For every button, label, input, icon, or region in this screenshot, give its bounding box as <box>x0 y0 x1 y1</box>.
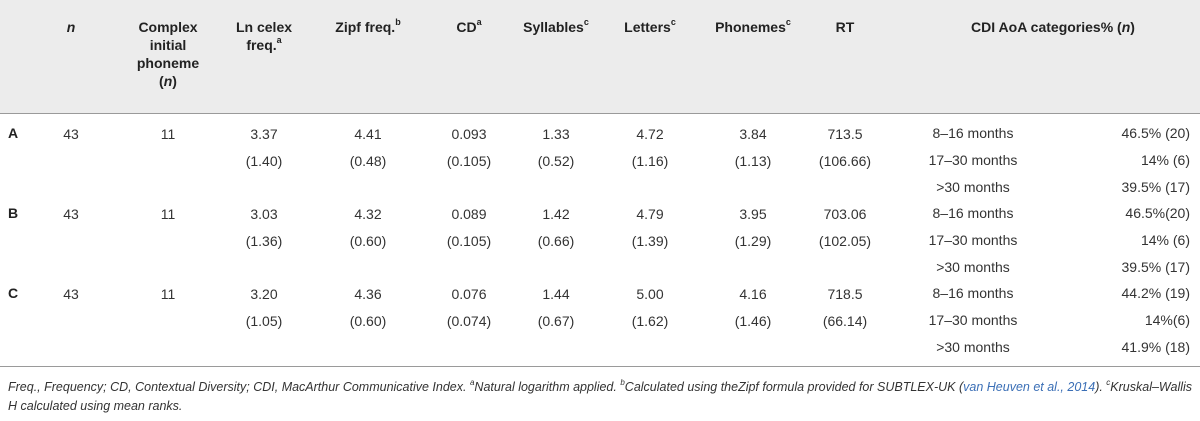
header-phonemes: Phonemesc <box>715 17 791 35</box>
cell-aoa-percent: 14% (6) <box>1140 152 1190 168</box>
cell-letters-sd: (1.39) <box>631 233 669 249</box>
table-header-band <box>0 0 1200 114</box>
table-bottom-rule <box>0 366 1200 367</box>
cell-phonemes-mean: 3.84 <box>739 126 767 142</box>
cell-phonemes-sd: (1.13) <box>734 153 772 169</box>
cell-cd-mean: 0.089 <box>451 206 487 222</box>
cell-aoa-percent: 39.5% (17) <box>1121 179 1190 195</box>
cell-aoa-category: 8–16 months <box>932 125 1014 141</box>
cell-syllables-sd: (0.66) <box>537 233 575 249</box>
cell-letters-mean: 4.79 <box>636 206 664 222</box>
header-zipf-freq: Zipf freq.b <box>335 17 401 35</box>
cell-lncelex-mean: 3.37 <box>250 126 278 142</box>
header-rt: RT <box>835 19 855 35</box>
cell-cd-mean: 0.093 <box>451 126 487 142</box>
header-letters: Lettersc <box>624 17 676 35</box>
header-divider <box>0 113 1200 114</box>
cell-complex: 11 <box>160 126 176 142</box>
cell-syllables-mean: 1.42 <box>542 206 570 222</box>
citation-link[interactable]: van Heuven et al., 2014 <box>963 380 1096 394</box>
cell-letters-sd: (1.62) <box>631 313 669 329</box>
cell-syllables-mean: 1.44 <box>542 286 570 302</box>
cell-aoa-percent: 46.5%(20) <box>1125 205 1190 221</box>
cell-phonemes-mean: 3.95 <box>739 206 767 222</box>
cell-phonemes-sd: (1.46) <box>734 313 772 329</box>
header-n: n <box>66 19 76 35</box>
cell-zipf-mean: 4.32 <box>354 206 382 222</box>
table-footnote: Freq., Frequency; CD, Contextual Diversi… <box>8 377 1193 413</box>
header-cdi-aoa: CDI AoA categories% (n) <box>971 19 1135 35</box>
header-complex-initial-phoneme: Complex initial phoneme (n) <box>136 19 200 89</box>
cell-n: 43 <box>63 286 79 302</box>
cell-zipf-sd: (0.48) <box>349 153 387 169</box>
cell-rt-sd: (106.66) <box>818 153 872 169</box>
cell-letters-mean: 4.72 <box>636 126 664 142</box>
cell-rt-mean: 713.5 <box>827 126 863 142</box>
cell-aoa-percent: 39.5% (17) <box>1121 259 1190 275</box>
cell-syllables-sd: (0.67) <box>537 313 575 329</box>
row-label: A <box>8 125 19 141</box>
cell-lncelex-sd: (1.40) <box>245 153 283 169</box>
cell-lncelex-sd: (1.36) <box>245 233 283 249</box>
cell-cd-mean: 0.076 <box>451 286 487 302</box>
header-syllables: Syllablesc <box>523 17 589 35</box>
cell-zipf-sd: (0.60) <box>349 233 387 249</box>
cell-phonemes-mean: 4.16 <box>739 286 767 302</box>
cell-complex: 11 <box>160 206 176 222</box>
cell-syllables-sd: (0.52) <box>537 153 575 169</box>
cell-aoa-percent: 41.9% (18) <box>1121 339 1190 355</box>
cell-aoa-category: >30 months <box>936 259 1010 275</box>
cell-lncelex-mean: 3.03 <box>250 206 278 222</box>
cell-letters-sd: (1.16) <box>631 153 669 169</box>
cell-n: 43 <box>63 206 79 222</box>
cell-cd-sd: (0.105) <box>446 153 492 169</box>
cell-aoa-category: >30 months <box>936 179 1010 195</box>
cell-zipf-mean: 4.41 <box>354 126 382 142</box>
cell-aoa-percent: 14% (6) <box>1140 232 1190 248</box>
cell-aoa-percent: 46.5% (20) <box>1121 125 1190 141</box>
cell-rt-mean: 703.06 <box>823 206 867 222</box>
row-label: B <box>8 205 19 221</box>
cell-cd-sd: (0.074) <box>446 313 492 329</box>
cell-lncelex-mean: 3.20 <box>250 286 278 302</box>
cell-aoa-percent: 14%(6) <box>1144 312 1190 328</box>
cell-phonemes-sd: (1.29) <box>734 233 772 249</box>
cell-letters-mean: 5.00 <box>636 286 664 302</box>
header-cd: CDa <box>456 17 482 35</box>
cell-rt-sd: (102.05) <box>818 233 872 249</box>
cell-zipf-mean: 4.36 <box>354 286 382 302</box>
cell-aoa-category: 8–16 months <box>932 285 1014 301</box>
cell-lncelex-sd: (1.05) <box>245 313 283 329</box>
cell-rt-mean: 718.5 <box>827 286 863 302</box>
cell-aoa-percent: 44.2% (19) <box>1121 285 1190 301</box>
cell-rt-sd: (66.14) <box>822 313 868 329</box>
cell-cd-sd: (0.105) <box>446 233 492 249</box>
cell-aoa-category: 17–30 months <box>928 152 1018 168</box>
cell-aoa-category: 17–30 months <box>928 232 1018 248</box>
cell-syllables-mean: 1.33 <box>542 126 570 142</box>
cell-complex: 11 <box>160 286 176 302</box>
row-label: C <box>8 285 19 301</box>
cell-zipf-sd: (0.60) <box>349 313 387 329</box>
cell-aoa-category: 8–16 months <box>932 205 1014 221</box>
header-ln-celex-freq: Ln celex freq.a <box>235 19 293 53</box>
cell-n: 43 <box>63 126 79 142</box>
cell-aoa-category: 17–30 months <box>928 312 1018 328</box>
cell-aoa-category: >30 months <box>936 339 1010 355</box>
